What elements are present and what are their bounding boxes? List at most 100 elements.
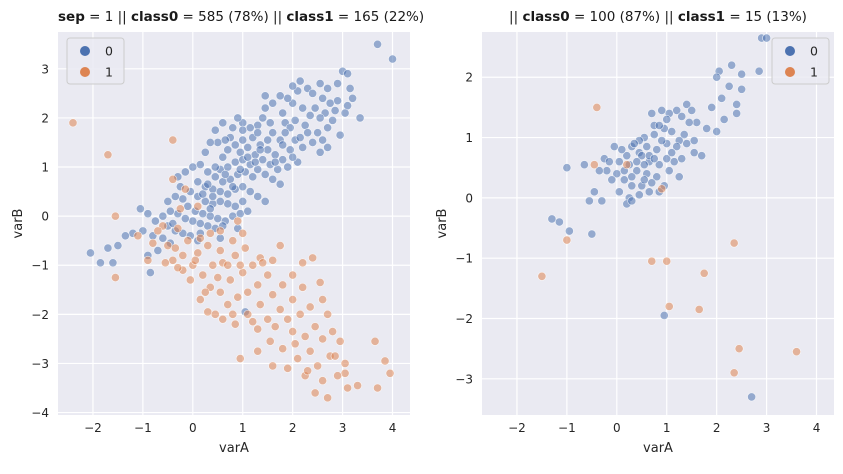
left-point-class0	[233, 113, 243, 123]
left-point-class0	[253, 165, 263, 174]
left-point-class0	[318, 135, 328, 145]
left-point-class0	[213, 214, 223, 223]
left-point-class1	[213, 273, 223, 282]
left-point-class0	[343, 101, 352, 111]
right-y-tick-label: −2	[455, 312, 473, 326]
left-point-class0	[315, 79, 325, 88]
right-point-class0	[579, 160, 589, 170]
right-point-class0	[612, 169, 622, 179]
left-point-class0	[238, 125, 248, 135]
left-point-class0	[285, 145, 295, 155]
left-point-class0	[343, 69, 352, 79]
left-point-class1	[160, 258, 170, 268]
left-point-class1	[333, 371, 343, 381]
right-point-class0	[627, 181, 637, 191]
left-point-class1	[215, 226, 225, 236]
left-point-class0	[333, 79, 343, 88]
right-point-class0	[632, 166, 642, 176]
right-point-class0	[654, 160, 664, 170]
right-x-tick-label: 0	[613, 421, 621, 435]
left-point-class1	[228, 309, 238, 319]
right-point-class0	[682, 99, 692, 109]
right-point-class0	[622, 151, 632, 161]
left-point-class0	[208, 192, 218, 201]
right-point-class0	[617, 145, 627, 155]
right-point-class1	[734, 344, 744, 354]
left-point-class1	[235, 354, 245, 363]
left-point-class1	[238, 268, 248, 278]
left-title-class0-val: = 585 (78%) ||	[178, 9, 287, 25]
left-point-class0	[198, 209, 208, 219]
left-point-class0	[228, 123, 238, 133]
left-point-class0	[203, 179, 213, 189]
right-point-class0	[732, 109, 742, 118]
left-point-class1	[330, 351, 340, 361]
right-x-tick-label: 4	[813, 421, 821, 435]
left-x-tick-label: 1	[239, 421, 247, 435]
left-point-class0	[345, 84, 355, 93]
right-title-class1-val: = 15 (13%)	[725, 9, 807, 25]
right-point-class0	[639, 175, 649, 185]
right-point-class0	[707, 102, 717, 112]
right-legend-marker-0	[785, 46, 795, 56]
right-point-class0	[754, 66, 764, 76]
right-point-class1	[592, 102, 602, 112]
left-point-class0	[218, 118, 228, 128]
left-point-class0	[263, 145, 273, 155]
left-point-class1	[233, 292, 243, 302]
left-point-class0	[195, 160, 205, 169]
left-title-class1-key: class1	[286, 9, 334, 25]
right-point-class0	[602, 166, 612, 176]
left-point-class0	[280, 128, 290, 138]
left-point-class0	[188, 216, 198, 226]
left-point-class0	[288, 152, 298, 162]
left-point-class0	[143, 209, 153, 219]
right-point-class0	[607, 175, 617, 185]
left-point-class0	[278, 108, 288, 118]
left-title-class1-val: = 165 (22%)	[333, 9, 425, 25]
right-point-class0	[702, 124, 712, 133]
right-point-class0	[629, 139, 639, 148]
left-point-class1	[310, 388, 320, 398]
right-y-axis-label: varB	[435, 209, 450, 239]
left-point-class0	[315, 147, 325, 157]
right-point-class1	[589, 160, 599, 170]
left-point-class1	[190, 255, 200, 265]
left-point-class1	[230, 251, 240, 260]
right-point-class0	[554, 217, 564, 227]
left-point-class1	[193, 248, 203, 258]
left-point-class1	[235, 260, 245, 270]
left-point-class1	[175, 204, 185, 214]
left-point-class0	[96, 258, 105, 268]
left-point-class1	[288, 270, 298, 280]
right-point-class0	[627, 172, 637, 182]
right-point-class0	[684, 118, 694, 127]
right-y-tick-label: 2	[465, 71, 473, 85]
right-point-class0	[664, 166, 674, 176]
right-point-class0	[652, 145, 662, 155]
left-point-class0	[308, 88, 318, 98]
right-point-class0	[689, 136, 699, 145]
right-y-tick-label: −1	[455, 252, 473, 266]
left-plot-area	[58, 32, 410, 415]
right-point-class1	[664, 302, 674, 311]
left-point-class1	[111, 273, 120, 282]
left-point-class1	[173, 224, 183, 233]
right-point-class0	[747, 392, 757, 402]
left-point-class1	[370, 336, 380, 346]
left-point-class1	[305, 346, 315, 356]
left-point-class0	[223, 145, 233, 155]
left-point-class0	[255, 145, 265, 155]
left-point-class1	[328, 327, 338, 336]
right-point-class0	[647, 178, 657, 188]
right-point-class0	[547, 214, 557, 224]
left-point-class0	[250, 157, 260, 167]
left-point-class0	[268, 174, 278, 184]
left-point-class1	[243, 287, 253, 297]
right-point-class0	[657, 136, 667, 145]
right-point-class0	[589, 187, 599, 197]
left-point-class1	[298, 282, 308, 292]
right-point-class0	[697, 151, 707, 161]
